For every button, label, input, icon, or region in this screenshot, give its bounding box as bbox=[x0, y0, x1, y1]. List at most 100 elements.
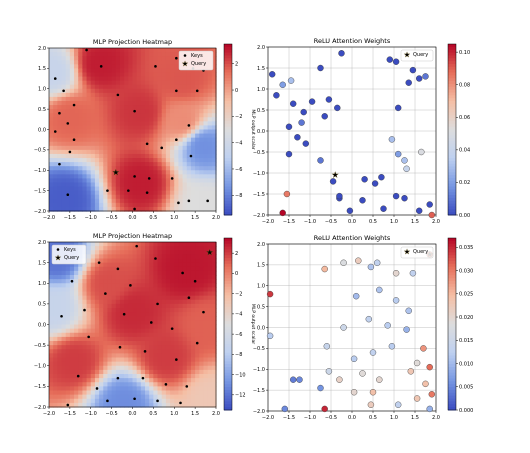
heatmap-cell bbox=[53, 266, 58, 272]
key-point bbox=[187, 296, 191, 299]
weight-point bbox=[298, 119, 305, 126]
heatmap-cell bbox=[119, 312, 125, 317]
heatmap-cell bbox=[174, 48, 180, 53]
heatmap-cell bbox=[199, 336, 205, 342]
heatmap-cell bbox=[203, 336, 209, 342]
heatmap-cell bbox=[103, 295, 109, 301]
heatmap-cell bbox=[99, 186, 104, 192]
heatmap-cell bbox=[199, 324, 205, 330]
heatmap-cell bbox=[153, 158, 159, 163]
heatmap-cell bbox=[49, 402, 54, 408]
heatmap-cell bbox=[82, 398, 88, 404]
heatmap-cell bbox=[78, 162, 83, 167]
heatmap-cell bbox=[145, 242, 150, 247]
heatmap-cell bbox=[178, 76, 184, 82]
heatmap-cell bbox=[61, 398, 67, 404]
heatmap-cell bbox=[124, 153, 129, 159]
heatmap-cell bbox=[103, 312, 109, 317]
heatmap-cell bbox=[149, 279, 154, 284]
heatmap-cell bbox=[69, 190, 75, 196]
heatmap-cell bbox=[132, 270, 138, 276]
heatmap-cell bbox=[103, 262, 109, 268]
heatmap-cell bbox=[136, 299, 142, 305]
heatmap-cell bbox=[115, 398, 121, 404]
heatmap-cell bbox=[82, 117, 88, 122]
heatmap-cell bbox=[211, 129, 217, 135]
heatmap-cell bbox=[165, 266, 171, 272]
heatmap-cell bbox=[203, 109, 209, 114]
weight-point bbox=[321, 265, 328, 273]
colorbar-band bbox=[224, 160, 232, 165]
heatmap-cell bbox=[199, 80, 205, 86]
heatmap-cell bbox=[128, 353, 134, 359]
heatmap-cell bbox=[174, 386, 180, 392]
heatmap-cell bbox=[119, 72, 125, 78]
heatmap-cell bbox=[186, 88, 192, 94]
heatmap-cell bbox=[195, 357, 200, 363]
heatmap-cell bbox=[132, 365, 138, 371]
heatmap-cell bbox=[115, 308, 121, 313]
heatmap-cell bbox=[165, 186, 171, 192]
colorbar-band bbox=[448, 255, 456, 259]
heatmap-cell bbox=[99, 109, 104, 114]
heatmap-cell bbox=[119, 336, 125, 342]
heatmap-cell bbox=[61, 312, 67, 317]
heatmap-cell bbox=[132, 149, 138, 155]
heatmap-cell bbox=[186, 76, 192, 82]
heatmap-cell bbox=[128, 349, 134, 354]
heatmap-cell bbox=[182, 121, 188, 127]
heatmap-cell bbox=[65, 84, 71, 90]
heatmap-cell bbox=[211, 76, 217, 82]
heatmap-cell bbox=[61, 324, 67, 330]
heatmap-cell bbox=[157, 145, 163, 151]
heatmap-cell bbox=[119, 299, 125, 305]
heatmap-cell bbox=[94, 194, 100, 200]
heatmap-cell bbox=[186, 250, 192, 255]
heatmap-cell bbox=[49, 341, 54, 346]
heatmap-cell bbox=[153, 398, 159, 404]
heatmap-cell bbox=[119, 96, 125, 102]
heatmap-cell bbox=[57, 378, 63, 383]
heatmap-cell bbox=[136, 48, 142, 53]
heatmap-cell bbox=[211, 262, 217, 268]
heatmap-cell bbox=[165, 170, 171, 175]
heatmap-cell bbox=[199, 394, 205, 400]
heatmap-cell bbox=[124, 365, 129, 371]
heatmap-cell bbox=[170, 178, 175, 184]
heatmap-cell bbox=[61, 386, 67, 392]
heatmap-cell bbox=[182, 312, 188, 317]
legend-label: Query bbox=[191, 61, 206, 67]
heatmap-cell bbox=[94, 295, 100, 301]
heatmap-cell bbox=[99, 303, 104, 309]
heatmap-cell bbox=[61, 390, 67, 396]
heatmap-cell bbox=[78, 262, 83, 268]
colorbar-band bbox=[448, 66, 456, 71]
heatmap-cell bbox=[78, 125, 83, 131]
x-tick-label: 0.5 bbox=[149, 411, 157, 417]
heatmap-cell bbox=[195, 332, 200, 338]
heatmap-cell bbox=[65, 202, 71, 208]
heatmap-cell bbox=[186, 72, 192, 78]
heatmap-cell bbox=[145, 287, 150, 293]
heatmap-cell bbox=[53, 357, 58, 363]
heatmap-cell bbox=[86, 153, 92, 159]
heatmap-cell bbox=[149, 133, 154, 139]
heatmap-cell bbox=[94, 202, 100, 208]
heatmap-cell bbox=[145, 194, 150, 200]
colorbar-tick-label: 0.02 bbox=[459, 180, 470, 186]
heatmap-cell bbox=[190, 166, 196, 171]
heatmap-cell bbox=[165, 117, 171, 122]
heatmap-cell bbox=[149, 158, 154, 163]
y-tick-label: 1.5 bbox=[38, 260, 46, 266]
heatmap-cell bbox=[103, 198, 109, 204]
heatmap-cell bbox=[111, 198, 117, 204]
heatmap-cell bbox=[49, 206, 54, 212]
heatmap-cell bbox=[90, 153, 96, 159]
key-point bbox=[164, 383, 168, 386]
heatmap-cell bbox=[90, 190, 96, 196]
heatmap-cell bbox=[78, 100, 83, 106]
heatmap-cell bbox=[69, 374, 75, 379]
heatmap-cell bbox=[211, 68, 217, 74]
colorbar-band bbox=[224, 135, 232, 139]
heatmap-cell bbox=[65, 60, 71, 65]
